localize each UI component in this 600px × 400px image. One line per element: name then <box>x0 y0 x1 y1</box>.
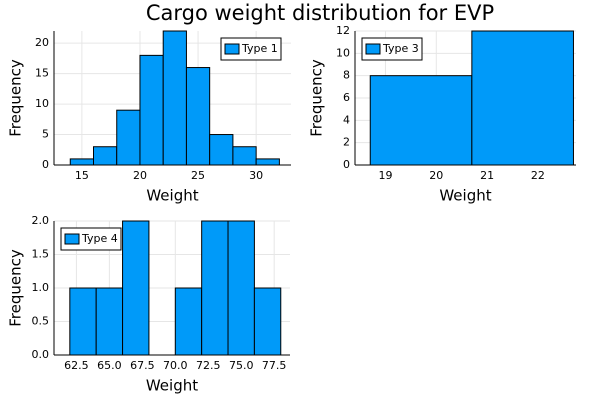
bar <box>69 287 97 356</box>
y-tick-label: 10 <box>35 97 49 110</box>
y-tick-label: 0.5 <box>32 315 50 328</box>
x-tick-label: 21 <box>480 169 494 182</box>
y-tick-label: 15 <box>35 67 49 80</box>
bar <box>122 220 150 356</box>
y-tick-label: 10 <box>336 46 350 59</box>
legend-swatch <box>365 43 381 55</box>
legend-swatch <box>64 233 80 245</box>
y-axis-label: Frequency <box>7 59 25 137</box>
bar <box>139 54 164 166</box>
bar <box>369 75 473 166</box>
x-tick-label: 30 <box>249 169 263 182</box>
y-tick-label: 0.0 <box>32 348 50 361</box>
bar <box>253 287 282 356</box>
x-tick-label: 15 <box>75 169 89 182</box>
bar <box>209 134 234 166</box>
y-tick-label: 8 <box>343 69 350 82</box>
bar <box>255 158 280 166</box>
y-tick-label: 20 <box>35 36 49 49</box>
bar <box>174 287 203 356</box>
y-tick-label: 1.0 <box>32 281 50 294</box>
x-tick-label: 70.0 <box>163 359 188 372</box>
y-axis-label: Frequency <box>308 59 326 137</box>
x-tick-label: 65.0 <box>97 359 122 372</box>
x-axis-label: Weight <box>146 187 198 205</box>
x-axis-label: Weight <box>146 377 198 395</box>
legend-label: Type 1 <box>241 42 278 55</box>
x-tick-label: 19 <box>378 169 392 182</box>
x-axis-label: Weight <box>439 187 491 205</box>
x-tick-label: 25 <box>191 169 205 182</box>
y-tick-label: 12 <box>336 24 350 37</box>
x-tick-label: 62.5 <box>64 359 89 372</box>
x-tick-label: 20 <box>429 169 443 182</box>
bar <box>95 287 124 356</box>
legend-swatch <box>224 43 240 55</box>
y-tick-label: 5 <box>42 128 49 141</box>
figure-title: Cargo weight distribution for EVP <box>146 1 494 25</box>
bar <box>471 30 574 166</box>
x-tick-label: 67.5 <box>130 359 155 372</box>
x-tick-label: 72.5 <box>196 359 221 372</box>
bar <box>69 158 95 166</box>
bar <box>201 220 229 356</box>
y-tick-label: 1.5 <box>32 248 50 261</box>
y-tick-label: 4 <box>343 113 350 126</box>
x-tick-label: 22 <box>531 169 545 182</box>
x-tick-label: 20 <box>133 169 147 182</box>
y-tick-label: 0 <box>343 158 350 171</box>
x-tick-label: 77.5 <box>262 359 287 372</box>
legend-label: Type 3 <box>382 42 419 55</box>
bar <box>185 67 211 166</box>
bar <box>116 109 141 166</box>
y-axis-label: Frequency <box>7 249 25 327</box>
y-tick-label: 2 <box>343 136 350 149</box>
y-tick-label: 2.0 <box>32 214 50 227</box>
bar <box>93 146 118 166</box>
legend-label: Type 4 <box>81 232 118 245</box>
x-tick-label: 75.0 <box>229 359 254 372</box>
y-tick-label: 6 <box>343 91 350 104</box>
bar <box>232 146 257 166</box>
bar <box>162 30 187 166</box>
y-tick-label: 0 <box>42 158 49 171</box>
bar <box>227 220 255 356</box>
